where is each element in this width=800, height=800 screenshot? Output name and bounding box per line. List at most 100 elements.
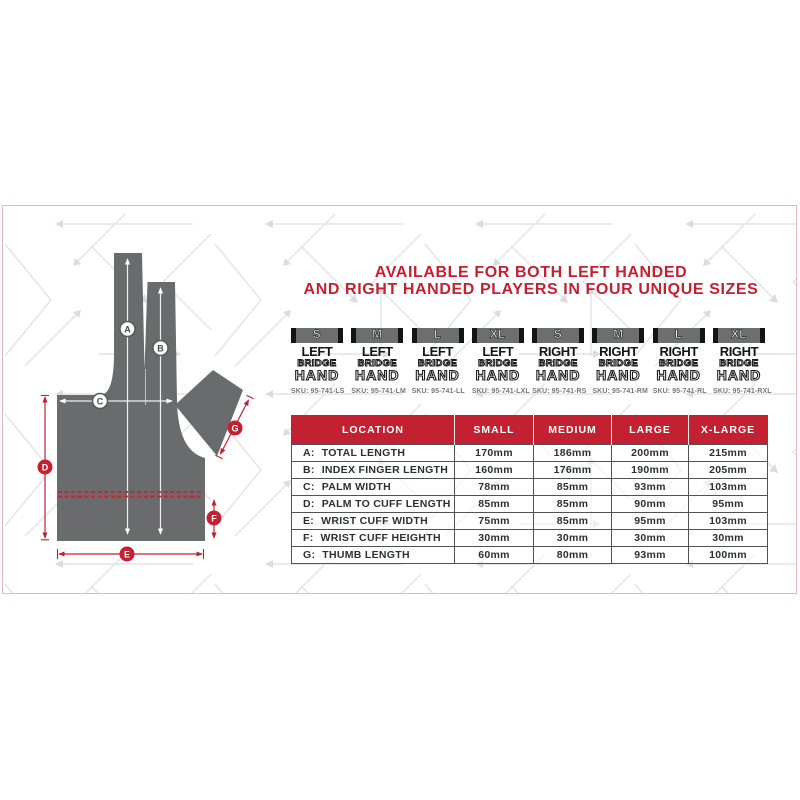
bridge-label: BRIDGE: [538, 358, 578, 369]
hand-label: HAND: [294, 367, 340, 383]
marker-g-badge: G: [227, 420, 243, 436]
size-tab: XL: [471, 328, 524, 343]
row-label: INDEX FINGER LENGTH: [321, 464, 449, 476]
value-cell: 30mm: [533, 529, 612, 547]
column-header-medium: MEDIUM: [533, 415, 612, 445]
table-row: A: TOTAL LENGTH 170mm 186mm 200mm 215mm: [291, 444, 768, 462]
sku-label: SKU: 95-741-LL: [411, 388, 465, 395]
hand-label: HAND: [354, 367, 400, 383]
glove-body-shape: [57, 253, 205, 541]
size-card-right-m: M RIGHT BRIDGE HAND SKU: 95-741-RM: [592, 328, 648, 395]
bridge-label: BRIDGE: [719, 358, 759, 369]
page-title-line2: AND RIGHT HANDED PLAYERS IN FOUR UNIQUE …: [303, 281, 759, 298]
row-key: A:: [303, 447, 315, 459]
hand-side-label: LEFT: [422, 344, 454, 359]
marker-f-badge: F: [206, 510, 222, 526]
hand-side-label: RIGHT: [659, 344, 698, 359]
row-key: E:: [303, 515, 315, 527]
row-label: THUMB LENGTH: [322, 549, 410, 561]
bridge-label: BRIDGE: [659, 358, 699, 369]
table-row: E: WRIST CUFF WIDTH 75mm 85mm 95mm 103mm: [291, 512, 768, 530]
glove-thumb-shape: [175, 370, 243, 456]
page-title-line1: AVAILABLE FOR BOTH LEFT HANDED: [374, 264, 688, 281]
size-table: LOCATION SMALL MEDIUM LARGE X-LARGE A: TO…: [291, 415, 768, 564]
size-card-right-xl: XL RIGHT BRIDGE HAND SKU: 95-741-RXL: [712, 328, 772, 395]
value-cell: 60mm: [454, 546, 534, 564]
location-cell: A: TOTAL LENGTH: [291, 444, 455, 462]
column-header-large: LARGE: [611, 415, 689, 445]
content-frame: AVAILABLE FOR BOTH LEFT HANDED AND RIGHT…: [2, 205, 797, 594]
row-key: B:: [303, 464, 315, 476]
value-cell: 215mm: [688, 444, 768, 462]
row-label: TOTAL LENGTH: [321, 447, 406, 459]
size-tab: S: [291, 328, 343, 343]
svg-text:G: G: [231, 423, 238, 433]
sku-label: SKU: 95-741-RL: [652, 388, 707, 395]
marker-a-badge: A: [119, 320, 136, 338]
value-cell: 176mm: [533, 461, 612, 479]
value-cell: 30mm: [454, 529, 534, 547]
table-row: C: PALM WIDTH 78mm 85mm 93mm 103mm: [291, 478, 768, 496]
bridge-label: BRIDGE: [417, 358, 458, 369]
table-header-row: LOCATION SMALL MEDIUM LARGE X-LARGE: [291, 415, 768, 445]
column-header-location: LOCATION: [291, 415, 455, 445]
value-cell: 85mm: [454, 495, 534, 513]
value-cell: 103mm: [688, 478, 768, 496]
value-cell: 75mm: [454, 512, 534, 530]
svg-text:A: A: [124, 324, 131, 334]
value-cell: 80mm: [533, 546, 612, 564]
bridge-label: BRIDGE: [598, 358, 639, 369]
bridge-label: BRIDGE: [297, 358, 337, 369]
measure-tick: [215, 454, 223, 460]
table-row: D: PALM TO CUFF LENGTH 85mm 85mm 90mm 95m…: [291, 495, 768, 513]
location-cell: E: WRIST CUFF WIDTH: [291, 512, 455, 530]
marker-e-badge: E: [119, 546, 135, 562]
sku-label: SKU: 95-741-LM: [351, 388, 406, 395]
hand-side-label: RIGHT: [719, 344, 759, 359]
row-label: WRIST CUFF HEIGHTH: [320, 532, 441, 544]
svg-text:B: B: [157, 343, 164, 353]
hand-side-label: LEFT: [482, 344, 514, 359]
page-title: AVAILABLE FOR BOTH LEFT HANDED AND RIGHT…: [284, 264, 778, 298]
value-cell: 30mm: [688, 529, 768, 547]
value-cell: 205mm: [688, 461, 768, 479]
marker-c-badge: C: [91, 392, 109, 410]
column-header-xlarge: X-LARGE: [688, 415, 768, 445]
location-cell: C: PALM WIDTH: [291, 478, 455, 496]
table-row: B: INDEX FINGER LENGTH 160mm 176mm 190mm …: [291, 461, 768, 479]
size-card-left-xl: XL LEFT BRIDGE HAND SKU: 95-741-LXL: [471, 328, 530, 395]
value-cell: 100mm: [688, 546, 768, 564]
value-cell: 160mm: [454, 461, 534, 479]
row-label: PALM WIDTH: [321, 481, 391, 493]
value-cell: 186mm: [533, 444, 612, 462]
value-cell: 78mm: [454, 478, 534, 496]
size-tab: M: [351, 328, 404, 343]
hand-label: HAND: [716, 367, 762, 383]
table-row: G: THUMB LENGTH 60mm 80mm 93mm 100mm: [291, 546, 768, 564]
size-card-right-s: S RIGHT BRIDGE HAND SKU: 95-741-RS: [532, 328, 586, 395]
sku-label: SKU: 95-741-RXL: [712, 388, 772, 395]
size-card-left-m: M LEFT BRIDGE HAND SKU: 95-741-LM: [351, 328, 406, 395]
size-card-right-l: L RIGHT BRIDGE HAND SKU: 95-741-RL: [652, 328, 707, 395]
hand-label: HAND: [656, 367, 701, 383]
row-key: F:: [303, 532, 314, 544]
svg-text:F: F: [211, 513, 217, 523]
sku-label: SKU: 95-741-RM: [592, 388, 648, 395]
value-cell: 85mm: [533, 495, 612, 513]
location-cell: G: THUMB LENGTH: [291, 546, 455, 564]
row-label: PALM TO CUFF LENGTH: [321, 498, 451, 510]
location-cell: B: INDEX FINGER LENGTH: [291, 461, 455, 479]
bridge-label: BRIDGE: [478, 358, 518, 369]
value-cell: 95mm: [611, 512, 689, 530]
hand-side-label: LEFT: [361, 344, 393, 359]
sku-label: SKU: 95-741-LXL: [471, 388, 530, 395]
hand-label: HAND: [475, 367, 521, 383]
value-cell: 90mm: [611, 495, 689, 513]
size-tab: S: [532, 328, 585, 343]
size-card-left-s: S LEFT BRIDGE HAND SKU: 95-741-LS: [291, 328, 344, 395]
value-cell: 85mm: [533, 478, 612, 496]
value-cell: 200mm: [611, 444, 689, 462]
size-tab: L: [411, 328, 464, 343]
location-cell: F: WRIST CUFF HEIGHTH: [291, 529, 455, 547]
